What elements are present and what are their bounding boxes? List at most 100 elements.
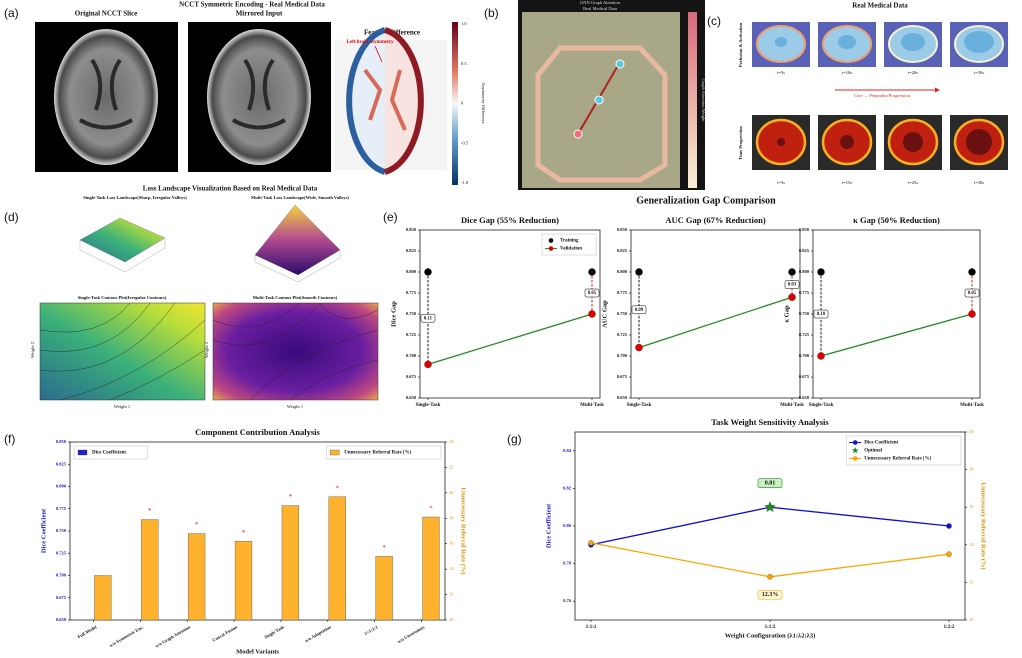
legend-marker bbox=[852, 440, 858, 445]
colorbar-tick: 0 bbox=[461, 101, 464, 106]
legend-swatch bbox=[77, 449, 88, 456]
legend-label: Training bbox=[560, 239, 579, 244]
perfusion-core bbox=[901, 33, 925, 51]
marker bbox=[788, 268, 796, 276]
series-line bbox=[820, 313, 973, 357]
value-label-box bbox=[757, 478, 783, 489]
y-tick-label: 0.725 bbox=[799, 332, 810, 337]
plot-title: Single-Task Loss Landscape(Sharp, Irregu… bbox=[83, 195, 187, 200]
y-tick-label: 0.675 bbox=[406, 374, 417, 379]
chart-title: AUC Gap (67% Reduction) bbox=[665, 215, 766, 225]
bar bbox=[187, 533, 206, 621]
legend-box bbox=[845, 435, 962, 466]
plot-frame bbox=[812, 229, 981, 399]
bar bbox=[94, 575, 112, 621]
time-label: t=30s bbox=[974, 180, 984, 185]
axis-label: Weight 2 bbox=[204, 342, 209, 358]
y-tick-label: 0.650 bbox=[56, 617, 67, 622]
legend-label: Dice Coefficient bbox=[92, 451, 126, 456]
gap-label-box bbox=[813, 309, 829, 319]
marker-star bbox=[764, 501, 776, 513]
time-label: t=20s bbox=[908, 70, 918, 75]
marker bbox=[588, 540, 594, 546]
marker bbox=[946, 523, 952, 529]
graph-node bbox=[573, 129, 583, 139]
time-label: t=5s bbox=[777, 180, 785, 185]
ventricles bbox=[79, 58, 133, 130]
diff-right bbox=[384, 27, 424, 175]
brain bbox=[207, 29, 311, 165]
y-tick-label: 0.850 bbox=[56, 439, 67, 444]
marker bbox=[817, 268, 825, 276]
y-tick-label: 0.650 bbox=[406, 395, 417, 400]
y-tick-label: 0.825 bbox=[617, 248, 628, 253]
colorbar-label: Graph Attention Weight bbox=[701, 78, 706, 122]
y2-tick-label: 10 bbox=[449, 617, 454, 622]
graph-node bbox=[594, 95, 604, 105]
arrow-label: Core → Penumbra Progression bbox=[854, 93, 911, 98]
row-label: Time Progression bbox=[738, 126, 743, 160]
bar bbox=[375, 556, 393, 621]
panel-label: (c) bbox=[707, 14, 721, 28]
x-tick-label: Multi-Task bbox=[780, 403, 804, 408]
significance: * bbox=[429, 505, 433, 513]
y-axis-label: κ Gap bbox=[783, 305, 790, 323]
plot-title: Multi-Task Contour Plot(Smooth Contours) bbox=[253, 295, 338, 300]
y2-axis-label: Unnecessary Referral Rate (%) bbox=[460, 487, 467, 574]
legend-box bbox=[73, 445, 148, 460]
y2-tick-label: 20 bbox=[969, 429, 974, 434]
marker bbox=[788, 293, 796, 301]
value-label: 12.3% bbox=[762, 592, 779, 598]
y-tick-label: 0.725 bbox=[56, 550, 67, 555]
value-label: 0.81 bbox=[765, 481, 776, 487]
y2-tick-label: 14 bbox=[969, 542, 974, 547]
y-tick-label: 0.725 bbox=[406, 332, 417, 337]
axis-label: Weight 1 bbox=[287, 404, 303, 409]
series-line bbox=[590, 542, 950, 578]
marker bbox=[767, 574, 773, 580]
series-line bbox=[427, 313, 593, 366]
x-tick-label: Multi-Task bbox=[960, 403, 984, 408]
y2-tick-label: 24 bbox=[449, 439, 454, 444]
x-tick-label: w/o Symmetric Enc. bbox=[108, 624, 144, 648]
legend-label: Unnecessary Referral Rate (%) bbox=[864, 457, 931, 462]
series-line bbox=[590, 506, 950, 546]
time-label: t=30s bbox=[974, 70, 984, 75]
y-tick-label: 0.750 bbox=[56, 528, 67, 533]
chart-title: Component Contribution Analysis bbox=[195, 427, 320, 437]
y-tick-label: 0.78 bbox=[563, 561, 572, 566]
gap-label: 0.09 bbox=[635, 308, 644, 313]
colorbar-tick: 0.5 bbox=[461, 61, 467, 66]
value-label-box bbox=[757, 589, 783, 600]
x-tick-label: w/o Graph Attention bbox=[154, 624, 191, 648]
x-tick-label: 1:1:2 bbox=[765, 625, 776, 630]
diff-pattern bbox=[363, 68, 407, 131]
panel-label: (e) bbox=[383, 210, 398, 224]
diff-left bbox=[346, 27, 386, 175]
y-tick-label: 0.82 bbox=[563, 485, 572, 490]
legend-marker bbox=[548, 246, 554, 251]
panel-label: (b) bbox=[484, 6, 499, 20]
legend-box bbox=[325, 445, 442, 460]
panel-label: (d) bbox=[4, 210, 19, 224]
y2-tick-label: 20 bbox=[449, 490, 454, 495]
panel-title: Real Medical Data bbox=[852, 2, 908, 10]
bar bbox=[141, 519, 159, 621]
y-tick-label: 0.750 bbox=[799, 311, 810, 316]
y-axis-label: Dice Coefficient bbox=[545, 503, 552, 548]
marker bbox=[817, 352, 825, 360]
x-tick-label: Single Task bbox=[263, 624, 285, 640]
bar bbox=[422, 516, 440, 621]
y-tick-label: 0.775 bbox=[617, 290, 628, 295]
x-tick-label: Single-Task bbox=[809, 403, 834, 408]
y-axis-label: AUC Gap bbox=[601, 300, 608, 328]
perfusion-core bbox=[838, 35, 856, 49]
axis-label: Weight 2 bbox=[30, 342, 35, 358]
y-tick-label: 0.850 bbox=[799, 227, 810, 232]
y-tick-label: 0.775 bbox=[799, 290, 810, 295]
annotation-arrow bbox=[374, 45, 383, 63]
y-tick-label: 0.800 bbox=[56, 484, 67, 489]
bar bbox=[281, 505, 300, 621]
progression-core bbox=[777, 138, 785, 146]
